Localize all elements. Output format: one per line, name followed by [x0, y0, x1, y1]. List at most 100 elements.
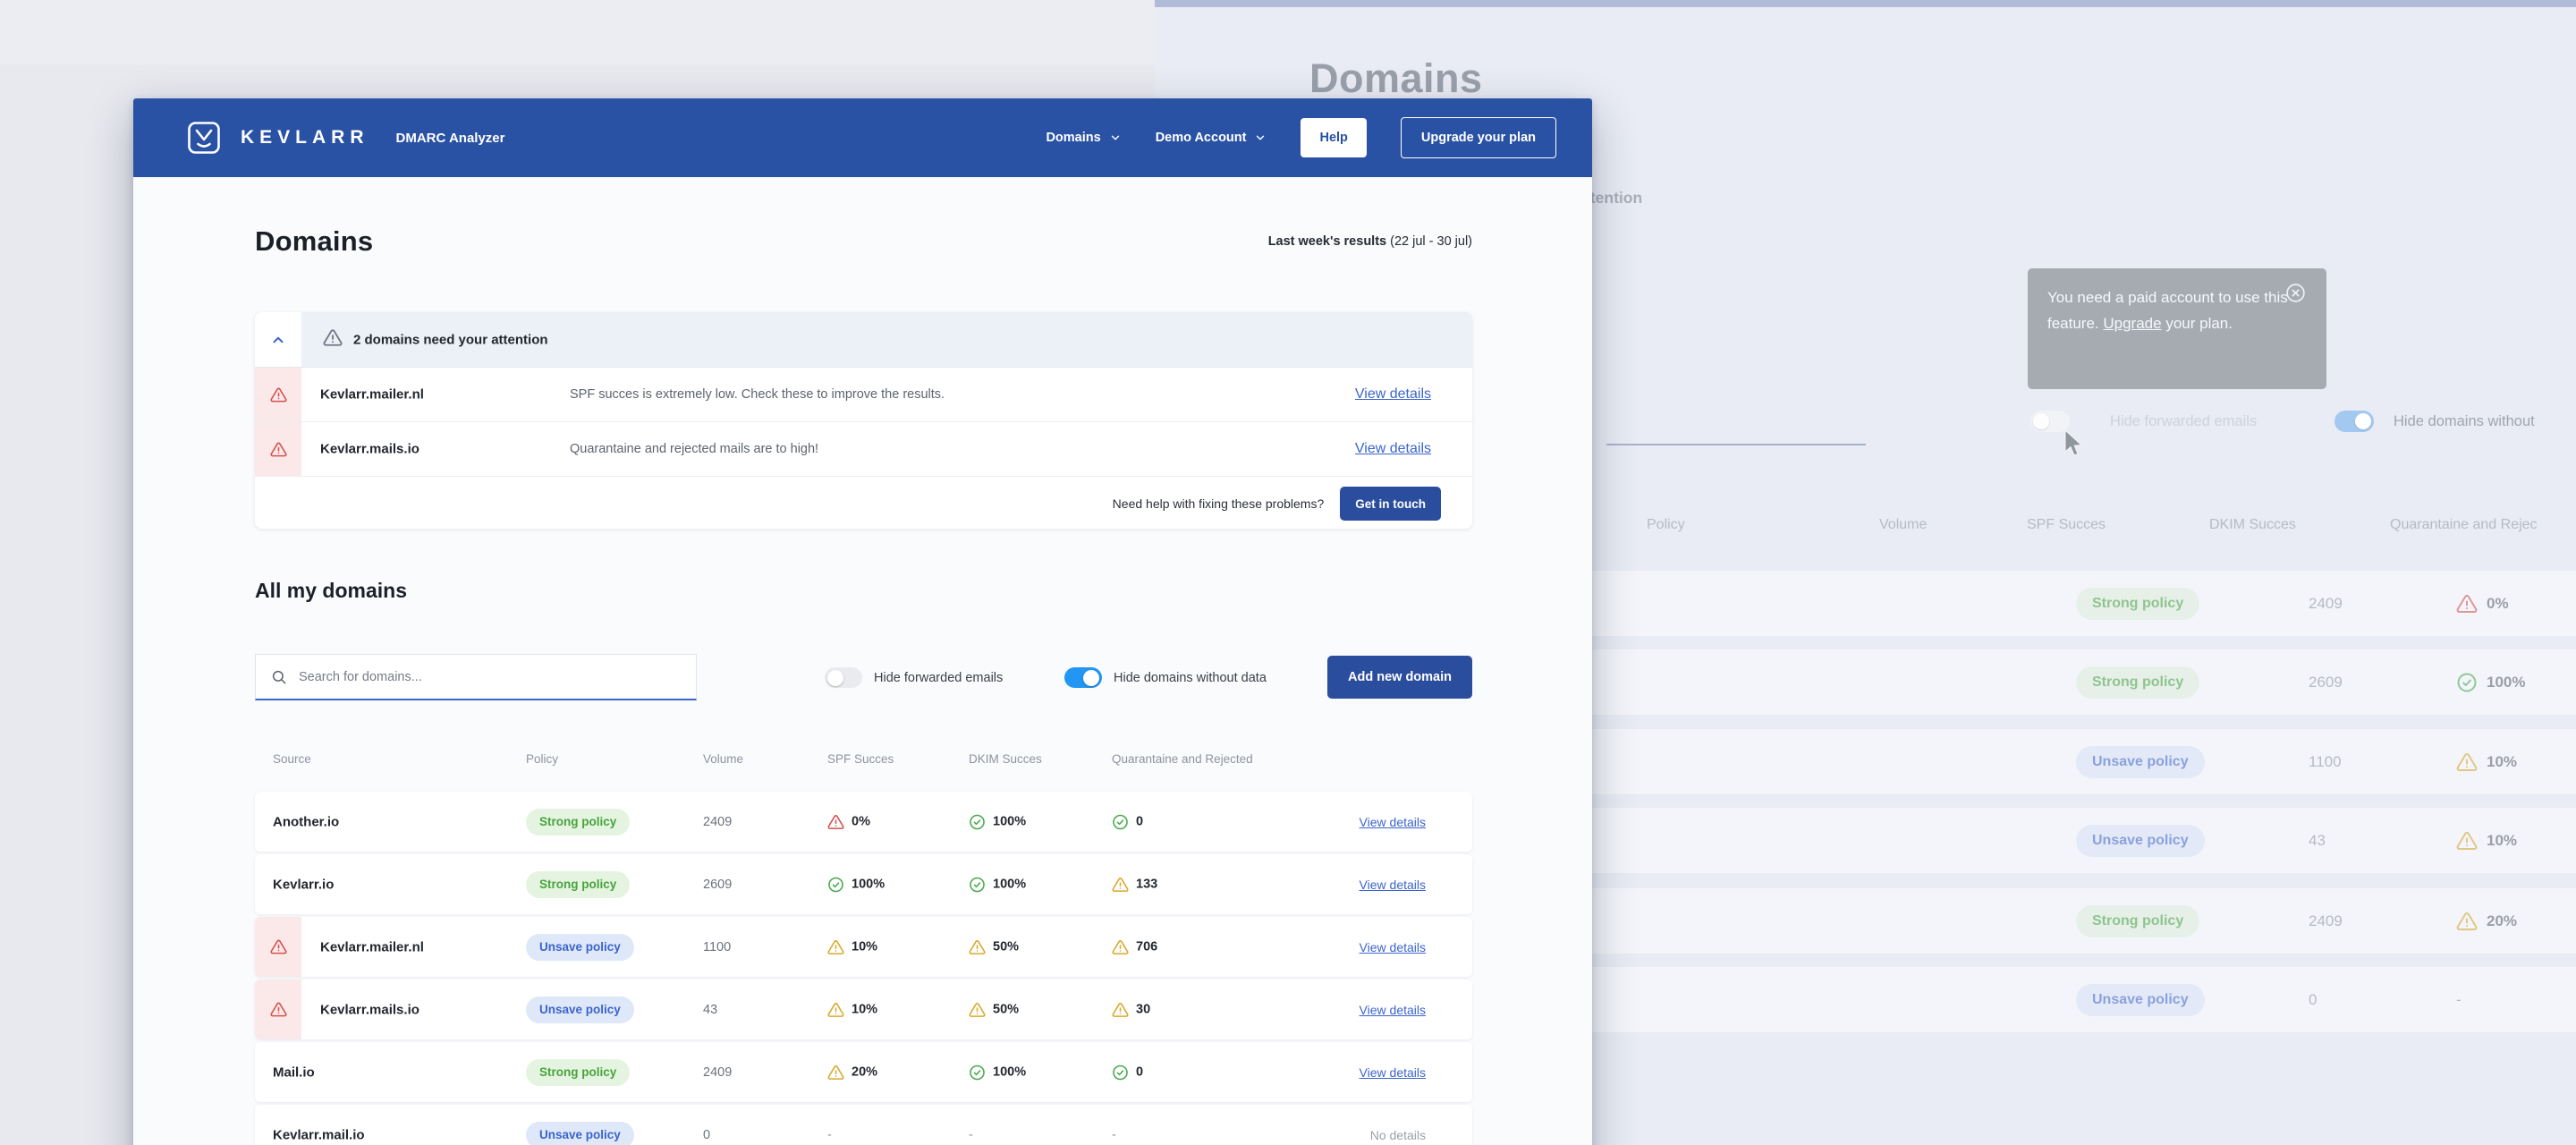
background-table-row: Unsave policy 43 10% 50% 30: [1584, 808, 2576, 873]
add-new-domain-button[interactable]: Add new domain: [1327, 656, 1472, 699]
dkim-succes-value: 100%: [969, 1064, 1026, 1081]
background-column-header: Quarantaine and Rejec: [2390, 517, 2538, 532]
alert-item-domain: Kevlarr.mails.io: [320, 441, 419, 457]
background-column-header: SPF Succes: [2027, 517, 2106, 532]
background-table-row: Strong policy 2409 0% 100% 0: [1584, 571, 2576, 636]
spf-succes-value: 100%: [2456, 672, 2525, 693]
hide-forwarded-label: Hide forwarded emails: [874, 671, 1004, 685]
nav-menu-account[interactable]: Demo Account: [1156, 131, 1267, 145]
view-details-link[interactable]: View details: [1354, 386, 1431, 402]
spf-succes-value: 0%: [827, 813, 870, 830]
table-row: Kevlarr.io Strong policy 2609 100% 100% …: [255, 854, 1472, 914]
view-details-link[interactable]: View details: [1359, 877, 1426, 892]
results-label: Last week's results: [1267, 234, 1387, 249]
toggle-knob: [1083, 669, 1099, 686]
alert-item-warning-strip: [255, 422, 301, 476]
alert-triangle-icon: [1112, 1002, 1129, 1017]
help-button[interactable]: Help: [1301, 118, 1367, 157]
quarantaine-rejected-value: 30: [1112, 1001, 1150, 1018]
tooltip-close-icon[interactable]: [2284, 282, 2307, 304]
search-icon: [272, 670, 286, 683]
table-row: Kevlarr.mailer.nl Unsave policy 1100 10%…: [255, 917, 1472, 977]
get-in-touch-button[interactable]: Get in touch: [1340, 487, 1441, 521]
check-circle-icon: [1113, 1064, 1128, 1080]
alert-triangle-icon: [269, 387, 287, 402]
policy-badge: Unsave policy: [2076, 824, 2205, 857]
alert-item: Kevlarr.mails.io Quarantaine and rejecte…: [255, 422, 1472, 477]
spf-succes-value: 10%: [827, 1001, 877, 1018]
alert-footer-text: Need help with fixing these problems?: [1112, 496, 1325, 511]
product-name: DMARC Analyzer: [395, 130, 505, 146]
check-circle-icon: [970, 877, 985, 892]
background-domains-table: Policy Volume SPF Succes DKIM Succes Quarant…: [1155, 0, 2576, 1145]
search-input[interactable]: [297, 668, 696, 685]
view-details-link[interactable]: View details: [1354, 441, 1431, 456]
volume-value: 2409: [703, 814, 733, 829]
background-left-band: [0, 0, 1155, 64]
table-row: Kevlarr.mail.io Unsave policy 0 - - - No…: [255, 1105, 1472, 1145]
no-details-label: No details: [1369, 1127, 1426, 1142]
tooltip-upgrade-link[interactable]: Upgrade: [2103, 315, 2162, 333]
alert-triangle-icon: [1112, 939, 1129, 954]
spf-succes-value: -: [2456, 990, 2462, 1008]
volume-value: 2409: [2309, 594, 2343, 612]
column-header: SPF Succes: [827, 752, 894, 766]
hide-forwarded-toggle[interactable]: [825, 667, 862, 688]
alert-item-message: SPF succes is extremely low. Check these…: [570, 387, 945, 402]
view-details-link[interactable]: View details: [1359, 939, 1426, 954]
volume-value: 2609: [703, 877, 733, 892]
nav-menu-domains[interactable]: Domains: [1046, 131, 1121, 145]
page-title: Domains: [255, 225, 374, 257]
volume-value: 2609: [2309, 673, 2343, 691]
dkim-succes-value: 50%: [969, 938, 1019, 955]
volume-value: 43: [703, 1002, 718, 1017]
background-hide-forwarded-toggle[interactable]: [2030, 411, 2070, 432]
background-hide-nodata-toggle[interactable]: [2334, 411, 2374, 432]
alert-item-message: Quarantaine and rejected mails are to hi…: [570, 442, 819, 456]
check-circle-icon: [970, 814, 985, 829]
alert-triangle-icon: [2456, 594, 2478, 613]
alert-title: 2 domains need your attention: [353, 332, 548, 347]
toggle-knob: [2033, 413, 2049, 429]
chevron-down-icon: [1257, 135, 1265, 140]
navbar-menu-group: Domains Demo Account Help Upgrade your p…: [1046, 117, 1556, 158]
dkim-succes-value: 100%: [969, 813, 1026, 830]
toggle-knob: [827, 669, 843, 686]
page-header-row: Domains Last week's results (22 jul - 30…: [255, 218, 1472, 265]
chevron-up-icon: [273, 336, 284, 343]
check-circle-icon: [828, 877, 843, 892]
domains-table-header-row: Source Policy Volume SPF Succes DKIM Succes Q…: [255, 752, 1472, 770]
alert-triangle-icon: [969, 939, 986, 954]
volume-value: 2409: [2309, 912, 2343, 929]
table-row: Mail.io Strong policy 2409 20% 100% 0 Vi…: [255, 1042, 1472, 1102]
alert-header: 2 domains need your attention: [255, 312, 1472, 368]
dkim-succes-value: -: [969, 1127, 973, 1142]
policy-badge: Unsave policy: [526, 933, 634, 961]
volume-value: 1100: [703, 939, 732, 954]
upgrade-plan-button[interactable]: Upgrade your plan: [1400, 117, 1556, 158]
hide-nodata-toggle[interactable]: [1064, 667, 1102, 688]
view-details-link[interactable]: View details: [1359, 814, 1426, 829]
alert-collapse-button[interactable]: [255, 312, 301, 367]
alert-triangle-icon: [2456, 831, 2478, 850]
spf-succes-value: 100%: [827, 876, 885, 893]
policy-badge: Unsave policy: [2076, 983, 2205, 1016]
results-period-label: Last week's results (22 jul - 30 jul): [1268, 234, 1472, 249]
policy-badge: Unsave policy: [2076, 745, 2205, 778]
table-controls-row: Hide forwarded emails Hide domains witho…: [255, 654, 1472, 700]
view-details-link[interactable]: View details: [1359, 1002, 1426, 1017]
domains-table-body: Another.io Strong policy 2409 0% 100% 0 …: [255, 792, 1472, 1145]
all-domains-title: All my domains: [255, 579, 407, 602]
toggle-knob: [2355, 413, 2371, 429]
volume-value: 1100: [2309, 752, 2342, 770]
alert-triangle-icon: [827, 939, 844, 954]
spf-succes-value: 20%: [827, 1064, 877, 1081]
view-details-link[interactable]: View details: [1359, 1064, 1426, 1080]
column-header: Source: [273, 752, 311, 766]
column-header: Policy: [526, 752, 559, 766]
alert-item-domain: Kevlarr.mailer.nl: [320, 386, 424, 403]
results-range: (22 jul - 30 jul): [1386, 234, 1472, 249]
alert-triangle-icon: [269, 1002, 287, 1017]
spf-succes-value: 10%: [2456, 830, 2517, 852]
